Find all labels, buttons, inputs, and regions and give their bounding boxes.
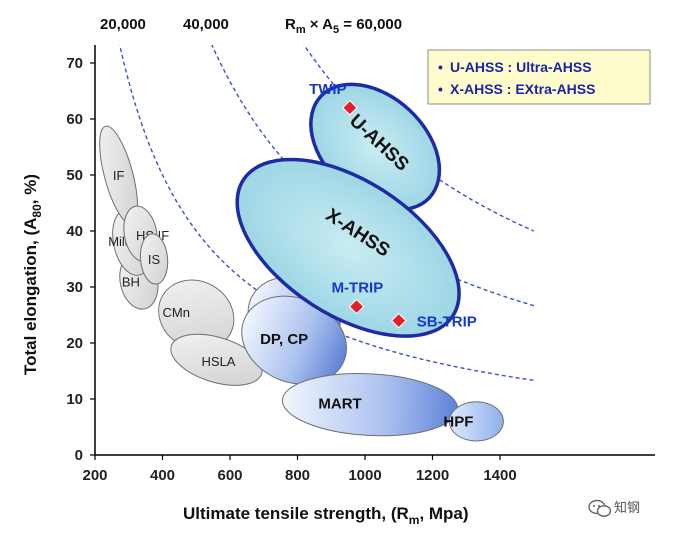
iso-label-40000: 40,000: [183, 16, 229, 33]
point-sb-trip: [390, 312, 407, 329]
legend-bullet-1: •: [438, 59, 443, 75]
region-label-if: IF: [113, 168, 125, 183]
y-tick-label-0: 0: [75, 447, 83, 464]
point-twip: [342, 100, 358, 116]
iso-label-60000: Rm × A5 = 60,000: [285, 16, 402, 36]
x-tick-label-1000: 1000: [348, 467, 381, 484]
region-mart: [281, 373, 459, 437]
point-label-twip: TWIP: [309, 81, 347, 98]
region-label-hsla: HSLA: [202, 354, 236, 369]
x-tick-label-600: 600: [217, 467, 242, 484]
legend-bullet-2: •: [438, 81, 443, 97]
watermark: 知钢: [588, 499, 640, 517]
region-label-dp-cp: DP, CP: [260, 331, 308, 348]
point-label-sb-trip: SB-TRIP: [417, 314, 477, 331]
legend: • U-AHSS : Ultra-AHSS • X-AHSS : EXtra-A…: [427, 49, 651, 105]
region-is: [139, 233, 169, 285]
iso-label-20000: 20,000: [100, 16, 146, 33]
region-label-is: IS: [148, 252, 161, 267]
region-label-cmn: CMn: [163, 305, 190, 320]
x-axis-label: Ultimate tensile strength, (Rm, Mpa): [183, 504, 469, 527]
iso-curve-60000: [303, 45, 535, 232]
x-tick-label-1200: 1200: [416, 467, 449, 484]
axes: 200 400 600 800 1000 1200 1400 0 10 20 30 40 50 60 70: [66, 45, 655, 484]
x-tick-label-800: 800: [285, 467, 310, 484]
x-tick-label-200: 200: [82, 467, 107, 484]
region-x-ahss: [235, 157, 461, 338]
legend-box: [427, 49, 651, 105]
region-label-bh: BH: [122, 274, 140, 289]
y-tick-label-30: 30: [66, 279, 83, 296]
region-label-mart: MART: [318, 396, 361, 413]
region-label-hpf: HPF: [443, 413, 473, 430]
region-hpf: [448, 401, 504, 442]
x-tick-label-1400: 1400: [483, 467, 516, 484]
y-tick-label-40: 40: [66, 223, 83, 240]
wechat-icon: [588, 499, 612, 517]
y-tick-label-60: 60: [66, 111, 83, 128]
point-label-m-trip: M-TRIP: [332, 280, 384, 297]
y-tick-label-10: 10: [66, 391, 83, 408]
region-hsla: [170, 333, 263, 386]
y-axis-label: Total elongation, (A80, %): [21, 174, 44, 375]
y-tick-label-20: 20: [66, 335, 83, 352]
legend-entry-x-ahss: X-AHSS : EXtra-AHSS: [450, 81, 595, 97]
x-tick-label-400: 400: [150, 467, 175, 484]
point-m-trip: [348, 298, 365, 315]
watermark-text: 知钢: [614, 500, 640, 515]
y-tick-label-70: 70: [66, 55, 83, 72]
data-points: TWIP M-TRIP SB-TRIP: [309, 81, 477, 331]
legend-entry-u-ahss: U-AHSS : Ultra-AHSS: [450, 59, 592, 75]
y-tick-label-50: 50: [66, 167, 83, 184]
